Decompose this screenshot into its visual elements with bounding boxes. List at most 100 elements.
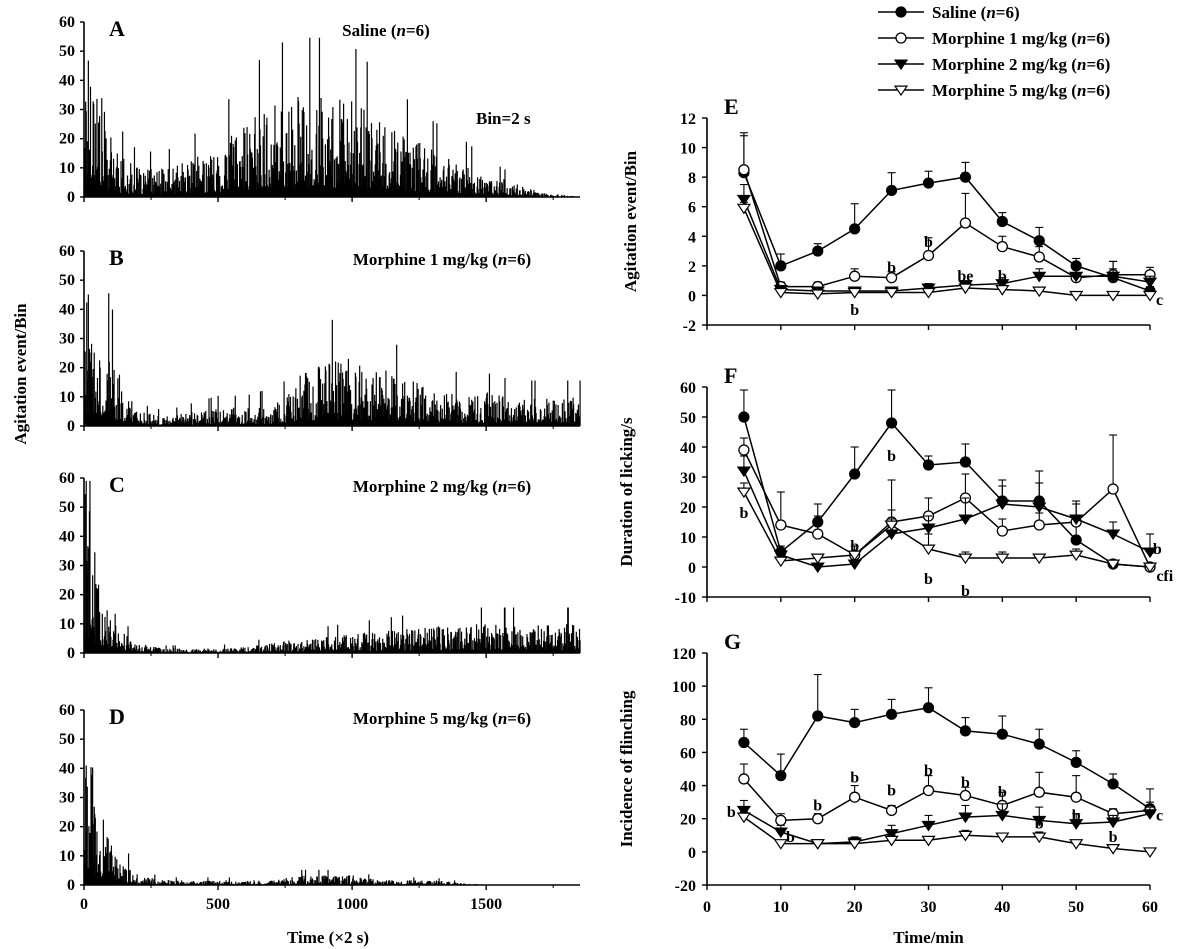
histogram-bar — [258, 59, 261, 197]
histogram-bar — [453, 409, 455, 426]
data-point — [1032, 553, 1047, 565]
histogram-bar — [297, 643, 299, 653]
histogram-bar — [90, 774, 93, 885]
histogram-bar — [148, 879, 151, 885]
histogram-bar — [547, 194, 549, 197]
y-tick-label: 20 — [59, 131, 75, 148]
histogram-bar — [389, 645, 391, 653]
histogram-bar — [266, 420, 268, 426]
histogram-bar — [298, 123, 300, 197]
y-tick-label: 30 — [59, 790, 75, 807]
histogram-bar — [467, 167, 469, 197]
histogram-bar — [248, 650, 250, 653]
series-line — [743, 491, 1151, 568]
histogram-bar — [368, 874, 370, 885]
histogram-bar — [404, 156, 406, 197]
histogram-bar — [126, 175, 129, 197]
significance-label: b — [1035, 816, 1044, 833]
histogram-bar — [530, 190, 532, 197]
histogram-bar — [459, 627, 461, 653]
histogram-bar — [463, 174, 465, 197]
histogram-bar — [226, 413, 228, 426]
histogram-bar — [397, 882, 399, 885]
y-tick-label: 40 — [680, 779, 696, 796]
data-point — [921, 287, 936, 299]
histogram-bar — [160, 183, 162, 197]
y-tick-label: 50 — [59, 43, 75, 60]
histogram-bar — [285, 643, 287, 653]
histogram-bar — [152, 184, 154, 197]
histogram-bar — [414, 630, 416, 653]
histogram-bar — [164, 181, 167, 197]
histogram-bar — [408, 880, 411, 885]
histogram-bar — [186, 882, 188, 885]
data-point — [810, 839, 825, 850]
histogram-bar — [363, 407, 365, 426]
histogram-bar — [177, 419, 180, 426]
y-tick-label: 60 — [59, 243, 75, 260]
data-point — [736, 812, 752, 824]
histogram-bar — [145, 879, 147, 885]
histogram-bar — [146, 646, 148, 653]
histogram-bar — [470, 405, 472, 426]
histogram-bar — [539, 644, 541, 653]
significance-label: cfi — [1156, 568, 1173, 585]
y-tick-label: 0 — [67, 645, 75, 662]
histogram-bar — [147, 178, 150, 197]
histogram-bar — [227, 881, 229, 885]
histogram-bar — [118, 186, 121, 197]
histogram-bar — [479, 639, 481, 653]
panel-f: -10 0 10 20 30 40 50 60 F Duration of licking/s b b… — [617, 363, 1174, 607]
y-tick-label: 80 — [680, 712, 696, 729]
histogram-bar — [393, 130, 396, 197]
histogram-bar — [352, 636, 354, 653]
histogram-bar — [443, 883, 445, 885]
histogram-bar — [480, 407, 482, 426]
histogram-bar — [118, 374, 121, 426]
histogram-bar — [339, 141, 341, 197]
histogram-bar — [579, 640, 581, 653]
data-point — [1105, 817, 1121, 829]
histogram-bar — [405, 639, 407, 653]
histogram-bar — [384, 403, 386, 426]
histogram-bar — [443, 395, 445, 426]
histogram-bar — [263, 409, 265, 426]
histogram-bar — [235, 137, 237, 197]
histogram-bar — [132, 415, 134, 426]
histogram-bar — [410, 880, 412, 885]
histogram-bar — [563, 195, 566, 197]
histogram-bar — [286, 132, 288, 197]
histogram-bar — [400, 881, 403, 885]
histogram-bar — [355, 376, 357, 426]
histogram-bar — [270, 144, 272, 197]
histogram-bar — [361, 882, 363, 885]
histogram-bar — [153, 414, 155, 426]
histogram-bar — [167, 421, 169, 426]
data-point — [995, 279, 1010, 290]
data-point — [996, 728, 1008, 740]
data-point — [1105, 844, 1121, 855]
histogram-bar — [542, 193, 544, 197]
histogram-bar — [229, 414, 231, 426]
y-tick-label: 12 — [680, 111, 696, 128]
histogram-bar — [354, 880, 356, 885]
histogram-bar — [176, 415, 178, 426]
histogram-bar — [577, 404, 580, 426]
histogram-bar — [284, 413, 286, 426]
histogram-bar — [351, 174, 353, 197]
histogram-bar — [524, 415, 526, 426]
histogram-bar — [304, 869, 307, 885]
data-point — [1032, 286, 1047, 298]
histogram-bar — [517, 404, 519, 426]
histogram-bar — [574, 646, 576, 653]
histogram-bar — [570, 633, 573, 653]
histogram-bar — [315, 639, 317, 653]
histogram-bar — [419, 881, 421, 885]
histogram-bar — [281, 42, 284, 198]
histogram-bar — [376, 880, 378, 885]
legend-entry: Morphine 2 mg/kg (n=6) — [932, 55, 1110, 74]
histogram-bar — [336, 156, 338, 197]
histogram-bar — [230, 881, 233, 885]
histogram-bar — [260, 646, 263, 653]
histogram-bar — [127, 853, 130, 885]
